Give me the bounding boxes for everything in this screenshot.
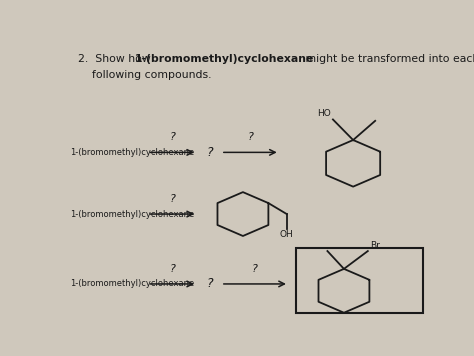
Text: ?: ? <box>207 277 213 290</box>
Text: 2.  Show how: 2. Show how <box>78 54 154 64</box>
Text: following compounds.: following compounds. <box>92 70 212 80</box>
Text: HO: HO <box>317 109 331 117</box>
Text: ?: ? <box>252 263 258 273</box>
Text: 1-(bromomethyl)cyclohexane: 1-(bromomethyl)cyclohexane <box>70 279 194 288</box>
Text: might be transformed into each of the: might be transformed into each of the <box>301 54 474 64</box>
Text: ?: ? <box>207 146 213 159</box>
Text: OH: OH <box>279 230 293 240</box>
Text: Br: Br <box>370 241 380 250</box>
Text: ?: ? <box>169 194 175 204</box>
Text: ?: ? <box>247 132 253 142</box>
Text: 1-(bromomethyl)cyclohexane: 1-(bromomethyl)cyclohexane <box>70 148 194 157</box>
Text: 1-(bromomethyl)cyclohexane: 1-(bromomethyl)cyclohexane <box>70 210 194 219</box>
Text: ?: ? <box>169 132 175 142</box>
Text: ?: ? <box>169 263 175 273</box>
Bar <box>296 248 423 313</box>
Text: 1-(bromomethyl)cyclohexane: 1-(bromomethyl)cyclohexane <box>135 54 314 64</box>
